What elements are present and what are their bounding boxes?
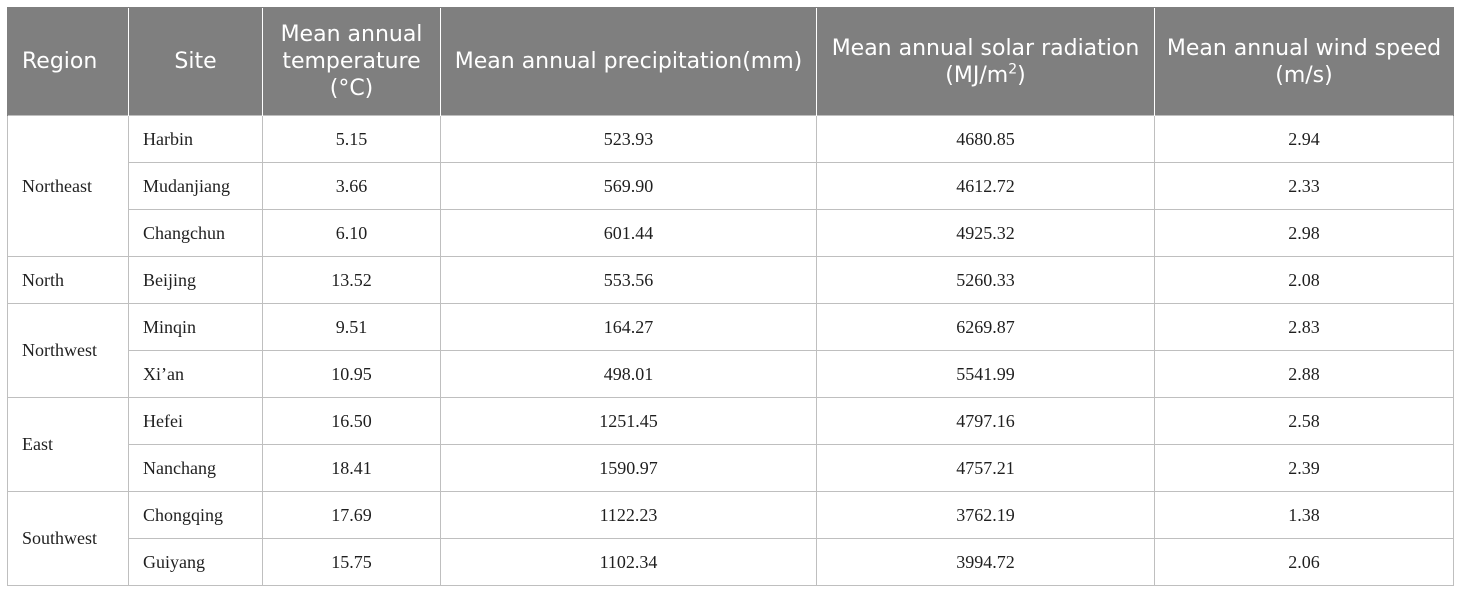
temperature-cell: 6.10 (262, 209, 441, 257)
wind-cell: 2.98 (1154, 209, 1454, 257)
header-solar-radiation: Mean annual solar radiation (MJ/m2) (816, 7, 1155, 116)
site-cell: Nanchang (128, 444, 263, 492)
site-cell: Mudanjiang (128, 162, 263, 210)
header-site: Site (128, 7, 263, 116)
radiation-cell: 4612.72 (816, 162, 1155, 210)
radiation-cell: 6269.87 (816, 303, 1155, 351)
region-cell: Northeast (7, 115, 129, 257)
table-row: Guiyang 15.75 1102.34 3994.72 2.06 (8, 538, 1454, 586)
site-cell: Minqin (128, 303, 263, 351)
temperature-cell: 3.66 (262, 162, 441, 210)
wind-cell: 2.06 (1154, 538, 1454, 586)
precipitation-cell: 523.93 (440, 115, 817, 163)
wind-cell: 2.39 (1154, 444, 1454, 492)
header-solar-radiation-end: ) (1017, 62, 1026, 88)
wind-cell: 2.58 (1154, 397, 1454, 445)
radiation-cell: 4925.32 (816, 209, 1155, 257)
table-row: Northeast Harbin 5.15 523.93 4680.85 2.9… (7, 115, 1454, 257)
site-cell: Xi’an (128, 350, 263, 398)
radiation-cell: 3994.72 (816, 538, 1155, 586)
region-cell: North (7, 256, 129, 304)
site-cell: Chongqing (128, 491, 263, 539)
table-row: Mudanjiang 3.66 569.90 4612.72 2.33 (8, 162, 1454, 210)
header-solar-radiation-sup: 2 (1008, 61, 1018, 78)
table-row: North Beijing 13.52 553.56 5260.33 2.08 (7, 256, 1454, 304)
region-cell: Northwest (7, 303, 129, 398)
header-region: Region (7, 7, 129, 116)
precipitation-cell: 1122.23 (440, 491, 817, 539)
table-body: Northeast Harbin 5.15 523.93 4680.85 2.9… (7, 115, 1454, 586)
header-temperature: Mean annual temperature (°C) (262, 7, 441, 116)
header-wind-speed: Mean annual wind speed (m/s) (1154, 7, 1454, 116)
header-row: Region Site Mean annual temperature (°C)… (7, 7, 1454, 116)
header-precipitation: Mean annual precipitation(mm) (440, 7, 817, 116)
site-cell: Beijing (128, 256, 263, 304)
site-cell: Harbin (128, 115, 263, 163)
table-row: Changchun 6.10 601.44 4925.32 2.98 (8, 209, 1454, 257)
temperature-cell: 15.75 (262, 538, 441, 586)
temperature-cell: 13.52 (262, 256, 441, 304)
region-cell: East (7, 397, 129, 492)
precipitation-cell: 1251.45 (440, 397, 817, 445)
region-cell: Southwest (7, 491, 129, 586)
radiation-cell: 4757.21 (816, 444, 1155, 492)
temperature-cell: 18.41 (262, 444, 441, 492)
precipitation-cell: 498.01 (440, 350, 817, 398)
radiation-cell: 4680.85 (816, 115, 1155, 163)
precipitation-cell: 553.56 (440, 256, 817, 304)
temperature-cell: 16.50 (262, 397, 441, 445)
wind-cell: 2.08 (1154, 256, 1454, 304)
table-row: Xi’an 10.95 498.01 5541.99 2.88 (8, 350, 1454, 398)
wind-cell: 2.33 (1154, 162, 1454, 210)
precipitation-cell: 1102.34 (440, 538, 817, 586)
temperature-cell: 5.15 (262, 115, 441, 163)
table-row: Southwest Chongqing 17.69 1122.23 3762.1… (7, 491, 1454, 586)
site-cell: Hefei (128, 397, 263, 445)
precipitation-cell: 1590.97 (440, 444, 817, 492)
radiation-cell: 5260.33 (816, 256, 1155, 304)
precipitation-cell: 164.27 (440, 303, 817, 351)
wind-cell: 2.88 (1154, 350, 1454, 398)
table-row: Northwest Minqin 9.51 164.27 6269.87 2.8… (7, 303, 1454, 398)
header-solar-radiation-text: Mean annual solar radiation (MJ/m (831, 35, 1140, 88)
climate-table-container: Region Site Mean annual temperature (°C)… (7, 7, 1454, 586)
temperature-cell: 17.69 (262, 491, 441, 539)
temperature-cell: 10.95 (262, 350, 441, 398)
radiation-cell: 4797.16 (816, 397, 1155, 445)
temperature-cell: 9.51 (262, 303, 441, 351)
site-cell: Changchun (128, 209, 263, 257)
table-row: Nanchang 18.41 1590.97 4757.21 2.39 (8, 444, 1454, 492)
table-header: Region Site Mean annual temperature (°C)… (7, 7, 1454, 116)
wind-cell: 1.38 (1154, 491, 1454, 539)
radiation-cell: 3762.19 (816, 491, 1155, 539)
precipitation-cell: 569.90 (440, 162, 817, 210)
precipitation-cell: 601.44 (440, 209, 817, 257)
wind-cell: 2.83 (1154, 303, 1454, 351)
table-row: East Hefei 16.50 1251.45 4797.16 2.58 (7, 397, 1454, 492)
radiation-cell: 5541.99 (816, 350, 1155, 398)
wind-cell: 2.94 (1154, 115, 1454, 163)
site-cell: Guiyang (128, 538, 263, 586)
climate-table: Region Site Mean annual temperature (°C)… (7, 7, 1454, 586)
